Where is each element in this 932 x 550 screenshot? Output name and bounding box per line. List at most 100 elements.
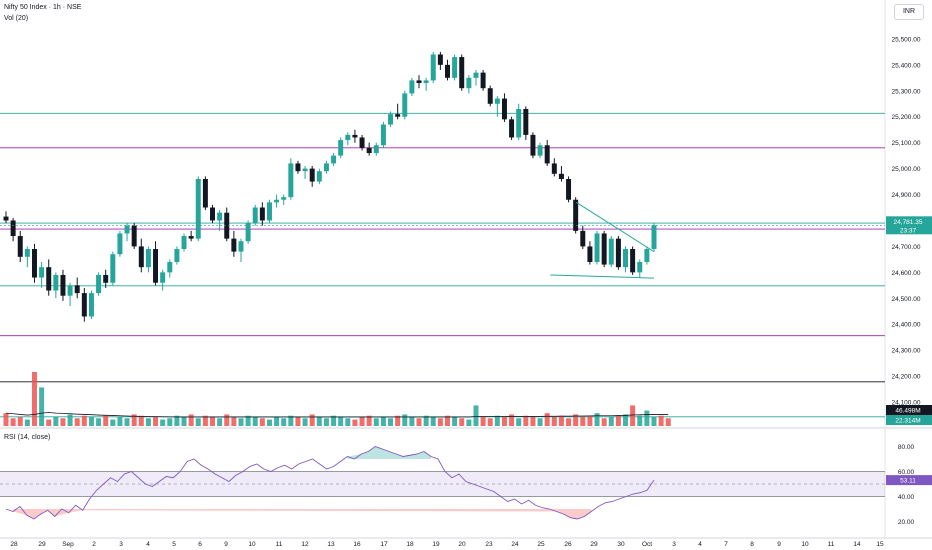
volume-bar — [17, 417, 23, 426]
volume-bar — [423, 415, 429, 426]
time-tick-label: 8 — [750, 541, 754, 548]
volume-bar — [580, 417, 586, 426]
volume-bar — [217, 418, 223, 426]
volume-bar — [3, 413, 9, 426]
currency-button[interactable]: INR — [894, 4, 924, 20]
candle-body — [145, 249, 151, 268]
volume-bar — [608, 417, 614, 426]
volume-bar — [480, 417, 486, 426]
volume-bar — [509, 414, 515, 426]
candle-body — [544, 145, 550, 164]
price-tick-label: 24,600.00 — [892, 270, 921, 277]
price-tick-label: 25,100.00 — [892, 140, 921, 147]
candle-body — [380, 124, 386, 146]
volume-bar — [117, 417, 123, 426]
time-tick-label: Oct — [642, 541, 652, 548]
candle-body — [551, 163, 557, 174]
candle-body — [409, 80, 415, 94]
time-tick-label: 3 — [119, 541, 123, 548]
volume-bar — [665, 418, 671, 426]
candle-body — [224, 212, 230, 239]
time-tick-label: 6 — [198, 541, 202, 548]
price-tick-label: 24,700.00 — [892, 244, 921, 251]
candle-body — [558, 173, 564, 179]
trendline — [575, 201, 655, 253]
candle-body — [601, 233, 607, 265]
volume-bar — [24, 419, 30, 426]
candle-body — [416, 80, 422, 84]
volume-bar — [167, 418, 173, 426]
price-tick-label: 24,400.00 — [892, 322, 921, 329]
volume-ma-label: 22.314M — [895, 418, 920, 425]
candle-body — [160, 272, 166, 283]
volume-bar — [473, 405, 479, 426]
volume-bar — [110, 419, 116, 426]
volume-bar — [544, 413, 550, 426]
time-tick-label: Sep — [62, 541, 74, 548]
rsi-line — [5, 445, 655, 520]
volume-bar — [537, 418, 543, 426]
time-tick-label: 11 — [828, 541, 835, 548]
time-tick-label: 23 — [485, 541, 493, 548]
volume-bar — [31, 372, 37, 426]
rsi-oversold-fill — [12, 509, 592, 519]
candle-body — [124, 225, 130, 234]
time-tick-label: 20 — [458, 541, 466, 548]
candle-body — [67, 285, 73, 296]
volume-bar — [601, 418, 607, 426]
volume-ma-badge — [886, 415, 932, 425]
time-tick-label: 29 — [590, 541, 598, 548]
price-tick-label: 25,000.00 — [892, 166, 921, 173]
price-tick-label: 24,900.00 — [892, 192, 921, 199]
candle-body — [60, 274, 66, 296]
time-tick-label: 4 — [146, 541, 150, 548]
volume-bar — [637, 415, 643, 426]
candle-body — [615, 238, 621, 268]
last-price-badge — [886, 216, 932, 235]
time-tick-label: 19 — [432, 541, 440, 548]
candle-body — [266, 202, 272, 221]
candle-body — [516, 108, 522, 138]
candle-body — [509, 119, 515, 138]
candle-body — [217, 212, 223, 221]
candle-body — [644, 249, 650, 262]
time-tick-label: 24 — [511, 541, 519, 548]
candle-body — [238, 241, 244, 252]
rsi-value-label: 53.11 — [900, 478, 916, 485]
candle-body — [323, 163, 329, 172]
candle-body — [637, 261, 643, 273]
volume-bar — [302, 418, 308, 426]
volume-bar — [288, 415, 294, 426]
volume-bar — [188, 414, 194, 426]
rsi-tick-label: 60.00 — [898, 469, 915, 476]
volume-bar — [60, 418, 66, 426]
volume-bar — [259, 418, 265, 426]
volume-bar — [153, 417, 159, 426]
volume-bar — [331, 415, 337, 426]
candle-body — [366, 147, 372, 154]
candle-body — [153, 249, 159, 283]
candle-body — [501, 98, 507, 120]
volume-value-label: 46.498M — [895, 408, 920, 415]
volume-bar — [466, 419, 472, 426]
candle-body — [430, 54, 436, 81]
time-tick-label: 16 — [353, 541, 361, 548]
volume-bar — [501, 417, 507, 426]
candle-body — [459, 57, 465, 89]
volume-indicator-label[interactable]: Vol (20) — [4, 15, 29, 22]
candle-body — [188, 236, 194, 239]
candle-body — [594, 233, 600, 262]
volume-bar — [359, 417, 365, 426]
volume-bar — [224, 414, 230, 426]
candle-body — [117, 233, 123, 255]
volume-bar — [138, 415, 144, 426]
candle-body — [110, 254, 116, 283]
volume-bar — [615, 415, 621, 426]
rsi-indicator-label[interactable]: RSI (14, close) — [4, 434, 51, 441]
rsi-overbought-fill — [347, 446, 432, 459]
price-tick-label: 24,500.00 — [892, 296, 921, 303]
candle-body — [195, 178, 201, 239]
price-tick-label: 24,100.00 — [892, 400, 921, 407]
candle-body — [245, 223, 251, 242]
